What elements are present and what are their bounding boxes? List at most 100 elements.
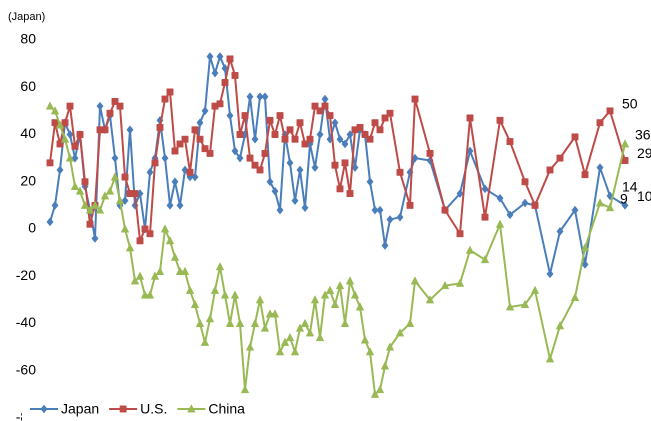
- marker: [350, 290, 360, 299]
- marker: [596, 163, 604, 172]
- marker: [121, 173, 129, 181]
- data-label: 9: [620, 190, 628, 206]
- marker: [245, 342, 255, 351]
- marker: [356, 123, 364, 131]
- marker: [496, 193, 504, 203]
- marker: [216, 100, 224, 108]
- marker: [181, 165, 189, 175]
- marker: [261, 92, 269, 102]
- marker: [196, 118, 204, 128]
- marker: [170, 252, 180, 261]
- marker: [305, 328, 315, 337]
- marker: [330, 299, 340, 309]
- marker: [291, 135, 299, 143]
- marker: [131, 200, 139, 210]
- marker: [546, 166, 554, 174]
- marker: [106, 109, 114, 117]
- marker: [91, 234, 99, 243]
- y-tick-label: -20: [16, 267, 36, 283]
- marker: [256, 92, 264, 102]
- marker: [285, 332, 295, 342]
- marker: [76, 131, 84, 138]
- marker: [211, 68, 219, 78]
- legend-label: U.S.: [140, 401, 167, 417]
- marker: [96, 101, 104, 111]
- marker: [206, 149, 214, 157]
- marker: [191, 126, 199, 134]
- marker: [341, 139, 349, 149]
- marker: [331, 161, 339, 169]
- marker: [345, 276, 355, 285]
- marker: [286, 126, 294, 134]
- marker: [336, 185, 344, 193]
- marker: [256, 166, 264, 174]
- marker: [216, 52, 224, 61]
- marker: [236, 131, 244, 138]
- marker: [341, 159, 349, 167]
- data-label: 14: [622, 179, 638, 195]
- marker: [340, 318, 350, 327]
- marker: [156, 123, 164, 131]
- marker: [176, 200, 184, 210]
- marker: [46, 217, 54, 227]
- marker: [505, 302, 515, 311]
- marker: [271, 131, 279, 138]
- marker: [621, 200, 629, 210]
- marker: [266, 116, 274, 124]
- marker: [200, 337, 210, 346]
- marker: [570, 292, 580, 301]
- data-label: 10: [637, 188, 651, 204]
- marker: [100, 191, 110, 200]
- marker: [426, 149, 434, 157]
- marker: [326, 112, 334, 120]
- marker: [85, 205, 95, 214]
- marker: [506, 138, 514, 146]
- marker: [381, 241, 389, 250]
- marker: [456, 189, 464, 198]
- marker: [215, 262, 225, 271]
- marker: [321, 102, 329, 110]
- marker: [221, 79, 229, 86]
- marker: [165, 236, 175, 245]
- marker: [66, 102, 74, 110]
- marker: [187, 404, 196, 413]
- marker: [360, 335, 370, 344]
- marker: [385, 342, 395, 351]
- marker: [411, 95, 419, 103]
- y-tick-label: 40: [20, 125, 36, 141]
- marker: [521, 198, 529, 208]
- marker: [371, 205, 379, 215]
- marker: [241, 112, 249, 120]
- marker: [240, 384, 250, 394]
- marker: [440, 280, 450, 290]
- marker: [220, 290, 230, 299]
- marker: [271, 186, 279, 196]
- legend-label: Japan: [61, 401, 99, 417]
- marker: [171, 147, 179, 155]
- marker: [61, 119, 69, 127]
- marker: [56, 165, 64, 175]
- marker: [441, 206, 449, 214]
- marker: [235, 318, 245, 327]
- marker: [55, 120, 65, 129]
- marker: [295, 323, 305, 332]
- marker: [70, 181, 80, 190]
- marker: [605, 202, 615, 212]
- marker: [155, 266, 165, 275]
- marker: [86, 220, 94, 228]
- marker: [250, 318, 260, 327]
- marker: [60, 134, 70, 143]
- marker: [65, 153, 75, 162]
- marker: [581, 171, 589, 179]
- marker: [110, 172, 120, 181]
- marker: [596, 119, 604, 127]
- y-axis-label: (Japan): [8, 11, 45, 23]
- marker: [195, 318, 205, 327]
- marker: [316, 130, 324, 139]
- data-label: 36: [635, 127, 651, 143]
- marker: [376, 126, 384, 134]
- marker: [496, 116, 504, 124]
- marker: [190, 299, 200, 309]
- marker: [395, 328, 405, 337]
